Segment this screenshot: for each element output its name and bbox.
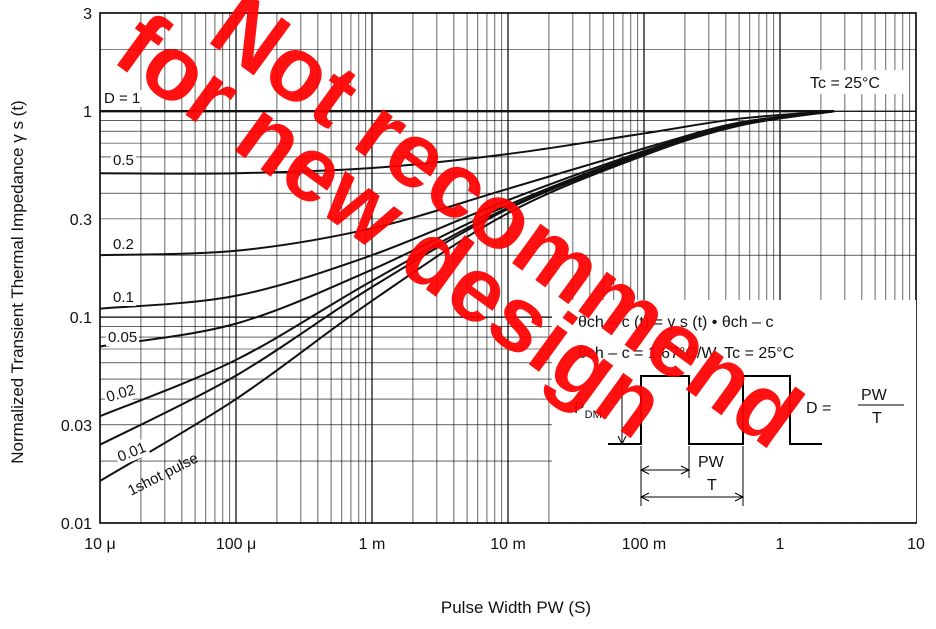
inset-condition: θch – c = 1.67°C/W, Tc = 25°C [578,345,794,362]
pw-label: PW [698,454,725,471]
inset-diagram: θch – c (t) = γ s (t) • θch – c θch – c … [552,300,916,522]
x-tick-label: 100 m [622,536,666,553]
pdm-arrowhead-top [617,374,627,385]
y-tick-label: 0.3 [70,212,92,229]
x-tick-label: 100 μ [216,536,256,553]
y-tick-label: 0.03 [61,418,92,435]
series-label: 0.05 [108,329,137,346]
condition-label: Tc = 25°C [810,75,880,92]
series-line [99,110,835,175]
x-axis-title: Pulse Width PW (S) [441,598,591,617]
x-tick-label: 10 μ [84,536,115,553]
series-label: D = 1 [104,90,140,107]
series-layer [99,110,835,482]
pdm-arrowhead-bottom [617,435,627,446]
pulse-waveform [608,375,822,445]
t-label: T [707,477,717,494]
inset-background [552,300,916,522]
x-tick-label: 1 m [359,536,386,553]
series-line [99,110,835,482]
y-tick-label: 1 [83,104,92,121]
duty-denominator: T [872,410,882,427]
series-label: 0.1 [113,289,134,306]
x-tick-label: 10 [907,536,925,553]
y-tick-label: 3 [83,6,92,23]
plot-frame [99,12,917,524]
series-label-bg [111,289,136,306]
series-label-bg [106,329,140,346]
tick-labels: 10 μ 100 μ 1 m 10 m 100 m 1 10 0.01 0.03 0.1 0.3 1 3 [61,6,925,553]
duty-label: D = [806,400,831,417]
series-label-bg [111,236,136,253]
y-axis-title: Normalized Transient Thermal Impedance γ… [8,100,27,463]
series-label: 0.2 [113,236,134,253]
series-label-bg [102,90,143,107]
series-label-bg [102,380,140,407]
y-tick-label: 0.01 [61,516,92,533]
x-tick-label: 1 [776,536,785,553]
series-label: 0.5 [113,152,134,169]
series-label-bg [111,152,136,169]
condition-label-bg [804,70,908,94]
inset-formula: θch – c (t) = γ s (t) • θch – c [578,314,773,331]
y-tick-label: 0.1 [70,310,92,327]
duty-numerator: PW [861,387,888,404]
x-tick-label: 10 m [490,536,526,553]
series-label-bg [113,438,151,467]
pdm-label: PDM [574,400,602,421]
series-line [99,110,835,257]
